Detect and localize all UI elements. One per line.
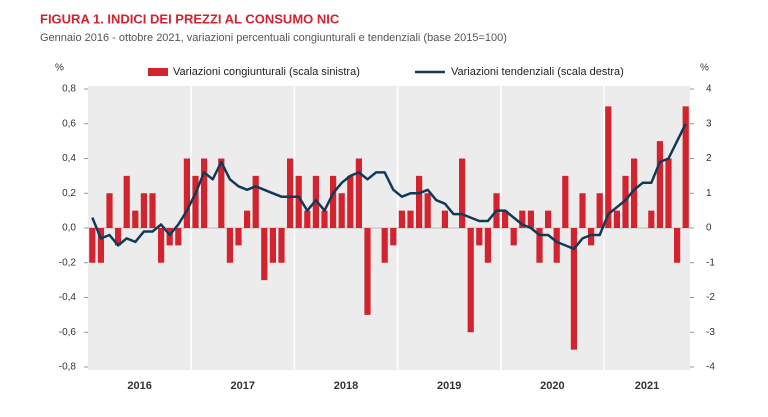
bar <box>562 175 569 228</box>
bar <box>622 175 629 228</box>
y2-unit: % <box>700 63 709 74</box>
bar <box>407 210 414 228</box>
bar <box>106 193 113 228</box>
bar <box>570 228 577 350</box>
bar <box>123 175 130 228</box>
chart-title: FIGURA 1. INDICI DEI PREZZI AL CONSUMO N… <box>40 11 340 26</box>
bar <box>115 228 122 246</box>
bar <box>330 175 337 228</box>
y-tick-label: 0,6 <box>62 118 76 129</box>
line <box>91 123 687 251</box>
bar <box>519 210 526 228</box>
y2-tick-label: 3 <box>706 118 712 129</box>
y-tick-label: -0,2 <box>59 257 77 268</box>
bar <box>192 175 199 228</box>
bar <box>510 228 517 246</box>
bar <box>261 228 268 281</box>
y2-tick-label: -3 <box>706 327 715 338</box>
y2-tick-label: 1 <box>706 188 712 199</box>
bar <box>484 228 491 263</box>
y2-tick-label: -2 <box>706 292 715 303</box>
y2-tick-label: 2 <box>706 153 712 164</box>
bar <box>665 158 672 228</box>
bar <box>674 228 681 263</box>
bar <box>304 210 311 228</box>
bar <box>175 228 182 246</box>
y-tick-label: 0,0 <box>62 223 76 234</box>
bar <box>201 158 208 228</box>
bar <box>381 228 388 263</box>
y-tick-label: -0,8 <box>59 362 77 373</box>
bar <box>631 158 638 228</box>
bar <box>269 228 276 263</box>
bar <box>441 210 448 228</box>
x-group-label: 2020 <box>540 380 564 392</box>
bar <box>149 193 156 228</box>
bar <box>226 228 233 263</box>
y-unit: % <box>55 63 64 74</box>
bar <box>244 210 251 228</box>
bar <box>355 158 362 228</box>
bar <box>287 158 294 228</box>
x-group-label: 2016 <box>127 380 151 392</box>
bar <box>364 228 371 315</box>
bar <box>278 228 285 263</box>
bar <box>398 210 405 228</box>
bar <box>467 228 474 333</box>
bar <box>424 193 431 228</box>
bar <box>338 193 345 228</box>
bar <box>536 228 543 263</box>
bar <box>605 106 612 228</box>
bar <box>648 210 655 228</box>
bar <box>166 228 173 246</box>
x-group-label: 2018 <box>334 380 358 392</box>
x-group-label: 2019 <box>437 380 461 392</box>
bar <box>140 193 147 228</box>
bar <box>347 175 354 228</box>
bar <box>588 228 595 246</box>
y2-tick-label: -1 <box>706 257 715 268</box>
bar <box>218 158 225 228</box>
bar <box>132 210 139 228</box>
bar <box>682 106 689 228</box>
y-tick-label: -0,6 <box>59 327 77 338</box>
bar <box>613 210 620 228</box>
bar <box>295 175 302 228</box>
legend-label: Variazioni tendenziali (scala destra) <box>451 66 624 78</box>
y-tick-label: 0,2 <box>62 188 76 199</box>
y-tick-label: -0,4 <box>59 292 77 303</box>
y2-tick-label: 4 <box>706 84 712 95</box>
bar <box>252 175 259 228</box>
legend-label: Variazioni congiunturali (scala sinistra… <box>173 66 360 78</box>
bar <box>459 158 466 228</box>
legend-swatch <box>148 68 168 76</box>
y2-tick-label: -4 <box>706 362 715 373</box>
bar <box>97 228 104 263</box>
chart-subtitle: Gennaio 2016 - ottobre 2021, variazioni … <box>40 32 507 44</box>
bar <box>390 228 397 246</box>
x-group-label: 2021 <box>635 380 659 392</box>
bar <box>579 193 586 228</box>
bar <box>235 228 242 246</box>
bar <box>321 210 328 228</box>
bar <box>476 228 483 246</box>
bar <box>183 158 190 228</box>
bar <box>158 228 165 263</box>
y-tick-label: 0,8 <box>62 84 76 95</box>
bar <box>553 228 560 263</box>
bar <box>596 193 603 228</box>
bar <box>527 210 534 228</box>
bar <box>502 210 509 228</box>
bar <box>545 210 552 228</box>
bar <box>89 228 96 263</box>
x-group-label: 2017 <box>231 380 255 392</box>
bar <box>656 141 663 228</box>
y-tick-label: 0,4 <box>62 153 76 164</box>
bar <box>416 175 423 228</box>
y2-tick-label: 0 <box>706 223 712 234</box>
